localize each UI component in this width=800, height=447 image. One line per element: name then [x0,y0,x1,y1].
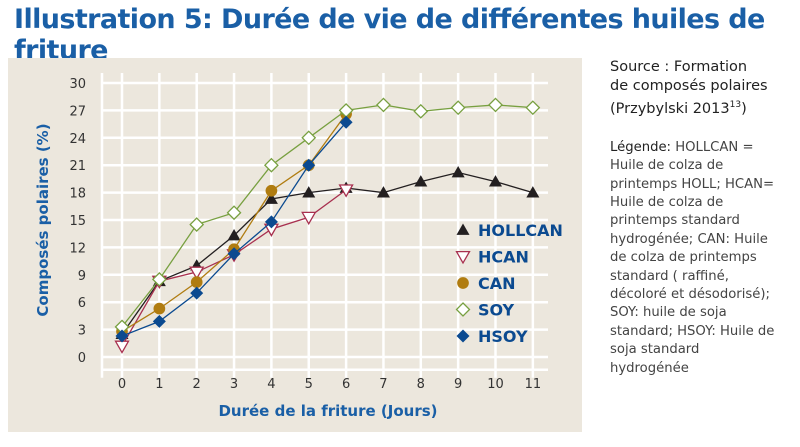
x-tick-label: 5 [305,377,313,392]
x-tick-label: 1 [155,377,163,392]
x-tick-label: 0 [118,377,126,392]
source-note: Source : Formation de composés polaires … [610,58,800,119]
legend-description-line: Huile de colza de [610,195,724,211]
data-point [451,166,465,178]
data-point [226,205,242,221]
y-tick-label: 0 [78,351,86,366]
y-tick-label: 27 [69,104,86,119]
data-point [264,215,278,229]
source-line: Source : Formation [610,59,748,75]
data-point [525,100,541,116]
data-point [301,211,317,226]
x-axis-label: Durée de la friture (Jours) [218,402,437,420]
legend-marker [455,250,471,265]
y-tick-label: 21 [69,159,86,174]
data-point [301,130,317,146]
legend-description-line: de colza de printemps [610,250,757,266]
x-tick-label: 6 [342,377,350,392]
legend-description-line: Légende: HOLLCAN = [610,139,800,157]
y-tick-label: 6 [78,296,86,311]
data-point [114,340,130,354]
data-point [338,184,354,198]
source-end: ) [741,100,747,117]
page-title: Illustration 5: Durée de vie de différen… [14,4,765,66]
series-hsoy [115,115,353,343]
legend-description-line: hydrogénée; CAN: Huile [610,231,768,247]
legend-entry: HOLLCAN [478,221,563,240]
data-point [376,97,391,113]
y-axis-label: Composés polaires (%) [34,123,52,316]
data-point [115,329,129,343]
x-tick-label: 9 [454,377,462,392]
data-point [339,115,353,129]
data-point [376,186,390,198]
source-citation: (Przybylski 2013 [610,100,730,117]
x-tick-label: 8 [417,377,425,392]
data-point [265,184,278,197]
source-line: de composés polaires [610,78,768,94]
data-point [488,97,503,113]
data-point [264,192,278,204]
series-line [121,171,534,335]
legend-description-line: printemps HOLL; HCAN= [610,176,775,192]
legend-description-line: Huile de colza de [610,158,724,174]
legend-marker [456,329,470,343]
data-point [227,247,241,261]
y-tick-label: 24 [69,132,86,147]
legend-marker [455,302,471,317]
y-tick-label: 12 [69,241,86,256]
legend-entry: CAN [478,274,516,293]
data-point [151,271,167,287]
legend-entry: HCAN [478,248,529,267]
legend-description-line: standard; HSOY: Huile de [610,323,775,339]
legend-description-line: SOY: huile de soja [610,305,727,321]
data-point [413,103,429,119]
legend-label: Légende: [610,139,671,155]
legend-description: Légende: HOLLCAN = Huile de colza de print… [610,139,800,378]
legend-text: HOLLCAN = [671,139,754,155]
data-point [152,314,166,328]
legend-marker [457,277,469,289]
legend-description-line: soja standard [610,342,700,358]
x-tick-label: 4 [267,377,275,392]
y-tick-label: 30 [69,77,86,92]
x-tick-label: 7 [379,377,387,392]
series-soy [114,97,541,335]
y-tick-label: 15 [69,214,86,229]
y-tick-label: 3 [78,324,86,339]
data-point [489,175,502,187]
data-point [302,186,316,198]
data-point [189,266,205,280]
legend-description-line: décoloré et désodorisé); [610,287,770,303]
data-point [450,100,466,116]
legend-entry: HSOY [478,327,528,346]
legend-description-line: hydrogénée [610,360,689,376]
legend-marker [456,223,470,235]
side-notes: Source : Formation de composés polaires … [610,58,800,378]
y-tick-label: 18 [69,187,86,202]
data-point [263,157,279,173]
y-tick-label: 9 [78,269,86,284]
data-point [190,276,203,288]
data-point [189,217,205,232]
legend-description-line: standard ( raffiné, [610,268,729,284]
x-tick-label: 2 [193,377,201,392]
source-line: (Przybylski 201313) [610,96,800,119]
chart-panel: 0 3 6 9 12 15 18 21 24 27 30 0 1 2 3 4 5 6 7 8 9 10 11 Durée de… [8,58,582,432]
data-point [526,186,540,198]
x-tick-label: 11 [525,377,542,392]
footnote-ref: 13 [729,100,742,110]
data-point [414,175,428,187]
data-point [190,286,204,300]
legend-entry: SOY [478,301,515,320]
legend-description-line: printemps standard [610,213,740,229]
data-point [302,158,316,172]
data-point [227,229,241,241]
x-tick-label: 10 [487,377,504,392]
x-tick-label: 3 [230,377,238,392]
data-point [153,302,166,315]
